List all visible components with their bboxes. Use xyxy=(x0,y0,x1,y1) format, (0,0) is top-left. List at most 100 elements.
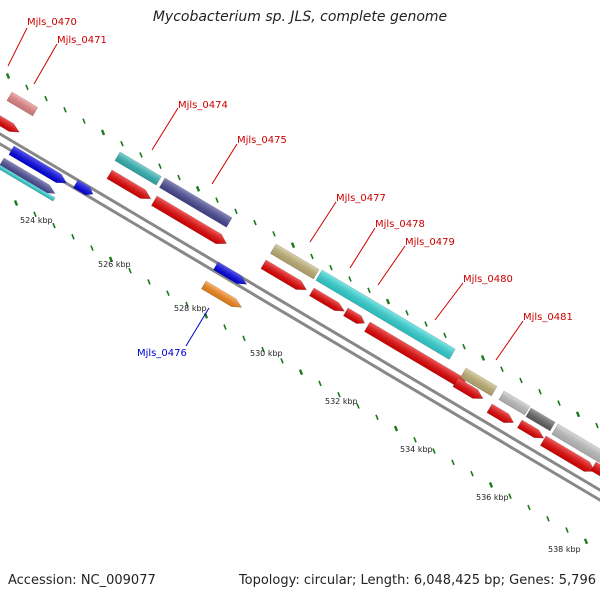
tick-mark xyxy=(261,346,265,353)
tick-mark xyxy=(90,245,94,251)
gene-label-mjls-0481[interactable]: Mjls_0481 xyxy=(523,312,573,323)
gene-feature[interactable] xyxy=(0,111,22,136)
gene-shading xyxy=(8,146,67,183)
tick-mark xyxy=(223,324,227,330)
tick-mark xyxy=(356,403,360,409)
gene-label-mjls-0475[interactable]: Mjls_0475 xyxy=(237,135,287,146)
gene-label-mjls-0471[interactable]: Mjls_0471 xyxy=(57,35,107,46)
tick-mark xyxy=(557,400,561,406)
tick-mark xyxy=(451,459,455,466)
tick-mark xyxy=(329,264,333,271)
tick-mark xyxy=(583,538,589,545)
tick-mark xyxy=(393,425,399,432)
gene-shading xyxy=(151,196,227,244)
gene-shading xyxy=(201,281,242,308)
tick-mark xyxy=(538,388,542,395)
tick-mark xyxy=(272,231,276,237)
gene-shading xyxy=(159,178,233,228)
tick-mark xyxy=(52,222,56,229)
gene-feature[interactable] xyxy=(452,377,486,403)
tick-mark xyxy=(480,354,486,361)
gene-shading xyxy=(0,112,20,133)
gene-feature[interactable] xyxy=(158,177,233,228)
gene-feature[interactable] xyxy=(6,91,39,117)
gene-shading xyxy=(486,404,514,423)
gene-feature[interactable] xyxy=(308,287,346,315)
gene-feature[interactable] xyxy=(0,164,56,202)
tick-label: 524 kbp xyxy=(20,216,53,225)
gene-feature[interactable] xyxy=(260,259,309,294)
gene-feature[interactable] xyxy=(114,151,162,186)
gene-shading xyxy=(0,165,56,202)
gene-label-mjls-0480[interactable]: Mjls_0480 xyxy=(463,274,513,285)
gene-label-mjls-0479[interactable]: Mjls_0479 xyxy=(405,237,455,248)
tick-mark xyxy=(108,256,114,263)
gene-feature[interactable] xyxy=(8,145,69,187)
gene-feature[interactable] xyxy=(516,419,546,442)
gene-feature[interactable] xyxy=(200,280,243,311)
tick-label: 536 kbp xyxy=(476,493,509,502)
gene-feature[interactable] xyxy=(212,261,249,288)
gene-shading xyxy=(498,391,530,415)
gene-feature[interactable] xyxy=(269,243,320,280)
gene-shading xyxy=(309,288,345,312)
gene-feature[interactable] xyxy=(525,407,556,432)
tick-mark xyxy=(595,422,599,429)
gene-label-mjls-0478[interactable]: Mjls_0478 xyxy=(375,219,425,230)
tick-mark xyxy=(63,107,67,113)
tick-mark xyxy=(33,211,37,218)
tick-mark xyxy=(519,377,523,384)
tick-mark xyxy=(139,152,143,158)
tick-mark xyxy=(318,380,322,387)
tick-mark xyxy=(310,253,314,260)
tick-mark xyxy=(100,129,106,136)
gene-feature[interactable] xyxy=(72,179,95,198)
gene-shading xyxy=(540,436,595,472)
gene-shading xyxy=(452,378,483,399)
gene-feature[interactable] xyxy=(590,461,600,479)
tick-mark xyxy=(280,358,284,364)
gene-label-mjls-0477[interactable]: Mjls_0477 xyxy=(336,193,386,204)
tick-mark xyxy=(128,267,132,274)
gene-feature[interactable] xyxy=(486,403,516,427)
gene-label-mjls-0470[interactable]: Mjls_0470 xyxy=(27,17,77,28)
gene-label-mjls-0476[interactable]: Mjls_0476 xyxy=(137,348,187,359)
gene-feature[interactable] xyxy=(150,195,229,248)
gene-feature[interactable] xyxy=(551,423,600,466)
tick-mark xyxy=(575,411,581,418)
tick-mark xyxy=(413,437,417,443)
tick-mark xyxy=(348,276,352,282)
tick-labels: 524 kbp 526 kbp 528 kbp 530 kbp 532 kbp … xyxy=(20,216,581,554)
tick-mark xyxy=(488,481,494,488)
gene-feature[interactable] xyxy=(342,307,367,327)
tick-mark xyxy=(546,515,550,522)
tick-mark xyxy=(367,287,371,294)
gene-shading xyxy=(343,308,365,324)
upper-tick-track xyxy=(5,73,599,429)
map-title: Mycobacterium sp. JLS, complete genome xyxy=(152,9,448,25)
gene-features xyxy=(0,91,600,479)
gene-feature[interactable] xyxy=(315,269,456,360)
genome-summary-text: Topology: circular; Length: 6,048,425 bp… xyxy=(238,573,596,588)
tick-mark xyxy=(375,414,379,421)
callout-lines xyxy=(7,27,524,361)
gene-labels: Mjls_0470 Mjls_0471 Mjls_0474 Mjls_0475 … xyxy=(27,17,573,359)
tick-mark xyxy=(177,174,181,181)
gene-label-mjls-0474[interactable]: Mjls_0474 xyxy=(178,100,228,111)
tick-mark xyxy=(215,197,219,203)
tick-mark xyxy=(500,366,504,373)
gene-feature[interactable] xyxy=(0,157,57,197)
tick-mark xyxy=(71,234,75,240)
gene-shading xyxy=(517,420,544,439)
gene-feature[interactable] xyxy=(106,169,153,203)
gene-shading xyxy=(106,170,151,199)
gene-feature[interactable] xyxy=(539,435,597,476)
tick-label: 532 kbp xyxy=(325,397,358,406)
gene-feature[interactable] xyxy=(498,390,531,416)
tick-mark xyxy=(242,335,246,342)
tick-label: 530 kbp xyxy=(250,349,283,358)
gene-feature[interactable] xyxy=(459,367,498,397)
gene-shading xyxy=(0,158,56,194)
